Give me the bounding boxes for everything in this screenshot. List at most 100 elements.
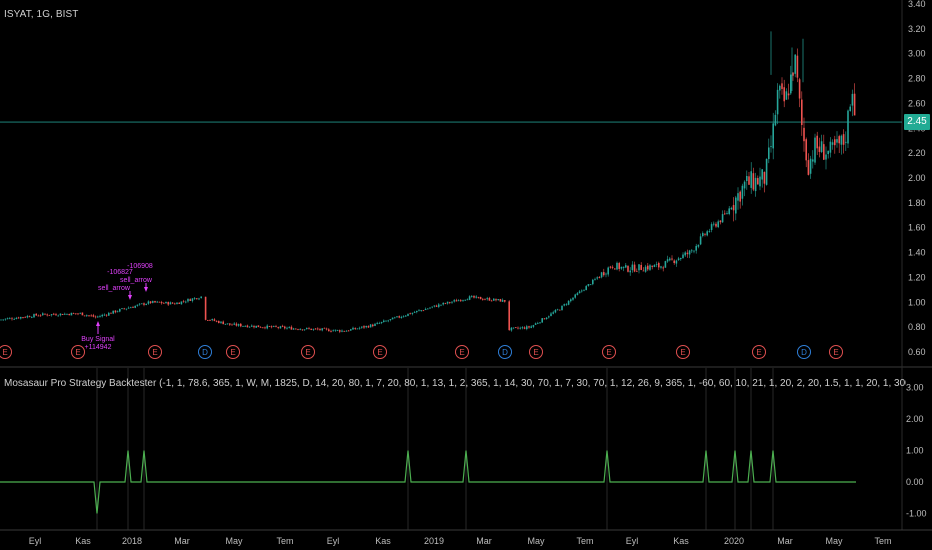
candle-body xyxy=(717,221,719,228)
candle-body xyxy=(523,327,526,329)
candle-body xyxy=(149,301,152,303)
candle-body xyxy=(334,329,337,331)
candle-body xyxy=(61,314,64,316)
event-marker-e: E xyxy=(602,345,616,359)
candle-body xyxy=(759,176,761,187)
candle-body xyxy=(312,328,315,330)
signal-annotation: sell_arrow xyxy=(98,285,131,292)
candle-body xyxy=(268,326,271,327)
candle-body xyxy=(277,327,279,328)
event-marker-d: D xyxy=(498,345,512,359)
candle-body xyxy=(28,316,31,318)
price-tick-label: 1.80 xyxy=(908,198,926,208)
candle-body xyxy=(358,327,361,329)
candle-body xyxy=(356,328,359,330)
candle-body xyxy=(416,310,418,313)
candle-body xyxy=(748,176,750,185)
candle-body xyxy=(697,244,700,247)
candle-body xyxy=(589,284,592,286)
candle-body xyxy=(158,301,161,303)
candle-body xyxy=(609,266,612,268)
candle-body xyxy=(64,313,66,315)
event-marker-circle xyxy=(148,345,162,359)
event-marker-circle xyxy=(198,345,212,359)
price-tick-label: 1.40 xyxy=(908,248,926,258)
candle-body xyxy=(325,328,328,330)
candle-body xyxy=(55,314,57,316)
candle-body xyxy=(704,233,706,235)
candle-body xyxy=(515,327,517,329)
candle-body xyxy=(642,270,645,272)
candle-body xyxy=(363,326,365,328)
candle-body xyxy=(193,298,196,299)
candle-body xyxy=(785,91,788,100)
candle-body xyxy=(574,294,576,298)
candle-body xyxy=(233,323,235,325)
candle-body xyxy=(757,178,759,185)
candle-body xyxy=(473,295,475,298)
candle-body xyxy=(295,328,297,330)
candle-body xyxy=(237,324,240,326)
candle-body xyxy=(442,302,444,305)
price-tick-label: 1.00 xyxy=(908,297,926,307)
candle-body xyxy=(209,320,211,321)
candle-body xyxy=(17,317,20,319)
candle-body xyxy=(834,139,836,146)
candle-body xyxy=(310,328,312,330)
candle-body xyxy=(721,214,724,223)
candle-body xyxy=(526,326,528,330)
price-tick-label: 2.00 xyxy=(908,173,926,183)
candle-body xyxy=(501,299,504,302)
candle-body xyxy=(537,322,539,324)
candle-body xyxy=(343,330,345,332)
time-tick-label: Kas xyxy=(673,536,689,546)
candle-body xyxy=(702,233,704,237)
candle-body xyxy=(728,208,730,215)
candle-body xyxy=(398,316,400,318)
price-tick-label: 1.20 xyxy=(908,272,926,282)
candle-body xyxy=(658,262,660,268)
candle-body xyxy=(319,328,321,330)
candle-body xyxy=(572,297,574,300)
candle-body xyxy=(130,307,132,309)
event-marker-e: E xyxy=(301,345,315,359)
event-marker-e: E xyxy=(71,345,85,359)
event-marker-label: E xyxy=(533,348,538,357)
candle-body xyxy=(790,74,792,94)
candle-body xyxy=(431,306,433,308)
indicator-tick-label: 1.00 xyxy=(906,446,924,456)
candle-body xyxy=(845,141,847,143)
candle-body xyxy=(741,185,744,199)
candle-body xyxy=(655,263,658,265)
candle-body xyxy=(695,245,697,251)
candle-body xyxy=(174,303,176,305)
event-marker-circle xyxy=(602,345,616,359)
candle-body xyxy=(776,89,779,115)
event-marker-circle xyxy=(226,345,240,359)
candle-body xyxy=(88,315,90,317)
signal-annotation: Buy Signal xyxy=(81,336,115,343)
candle-body xyxy=(39,315,42,317)
time-tick-label: Kas xyxy=(75,536,91,546)
candle-body xyxy=(317,328,319,330)
candle-body xyxy=(732,205,735,211)
candle-body xyxy=(222,321,224,325)
candle-body xyxy=(570,299,572,302)
time-tick-label: Eyl xyxy=(327,536,340,546)
candle-body xyxy=(171,302,174,304)
candle-body xyxy=(361,326,363,328)
candle-body xyxy=(154,300,156,303)
candle-body xyxy=(48,314,51,316)
candle-body xyxy=(308,328,310,330)
candle-body xyxy=(706,231,708,236)
candle-body xyxy=(671,258,673,260)
candle-body xyxy=(244,325,246,327)
candle-body xyxy=(594,278,596,280)
time-tick-label: Mar xyxy=(174,536,190,546)
candle-body xyxy=(550,313,552,317)
candle-body xyxy=(581,290,583,292)
candle-body xyxy=(218,320,220,324)
event-marker-label: E xyxy=(2,348,7,357)
candle-body xyxy=(97,316,99,318)
